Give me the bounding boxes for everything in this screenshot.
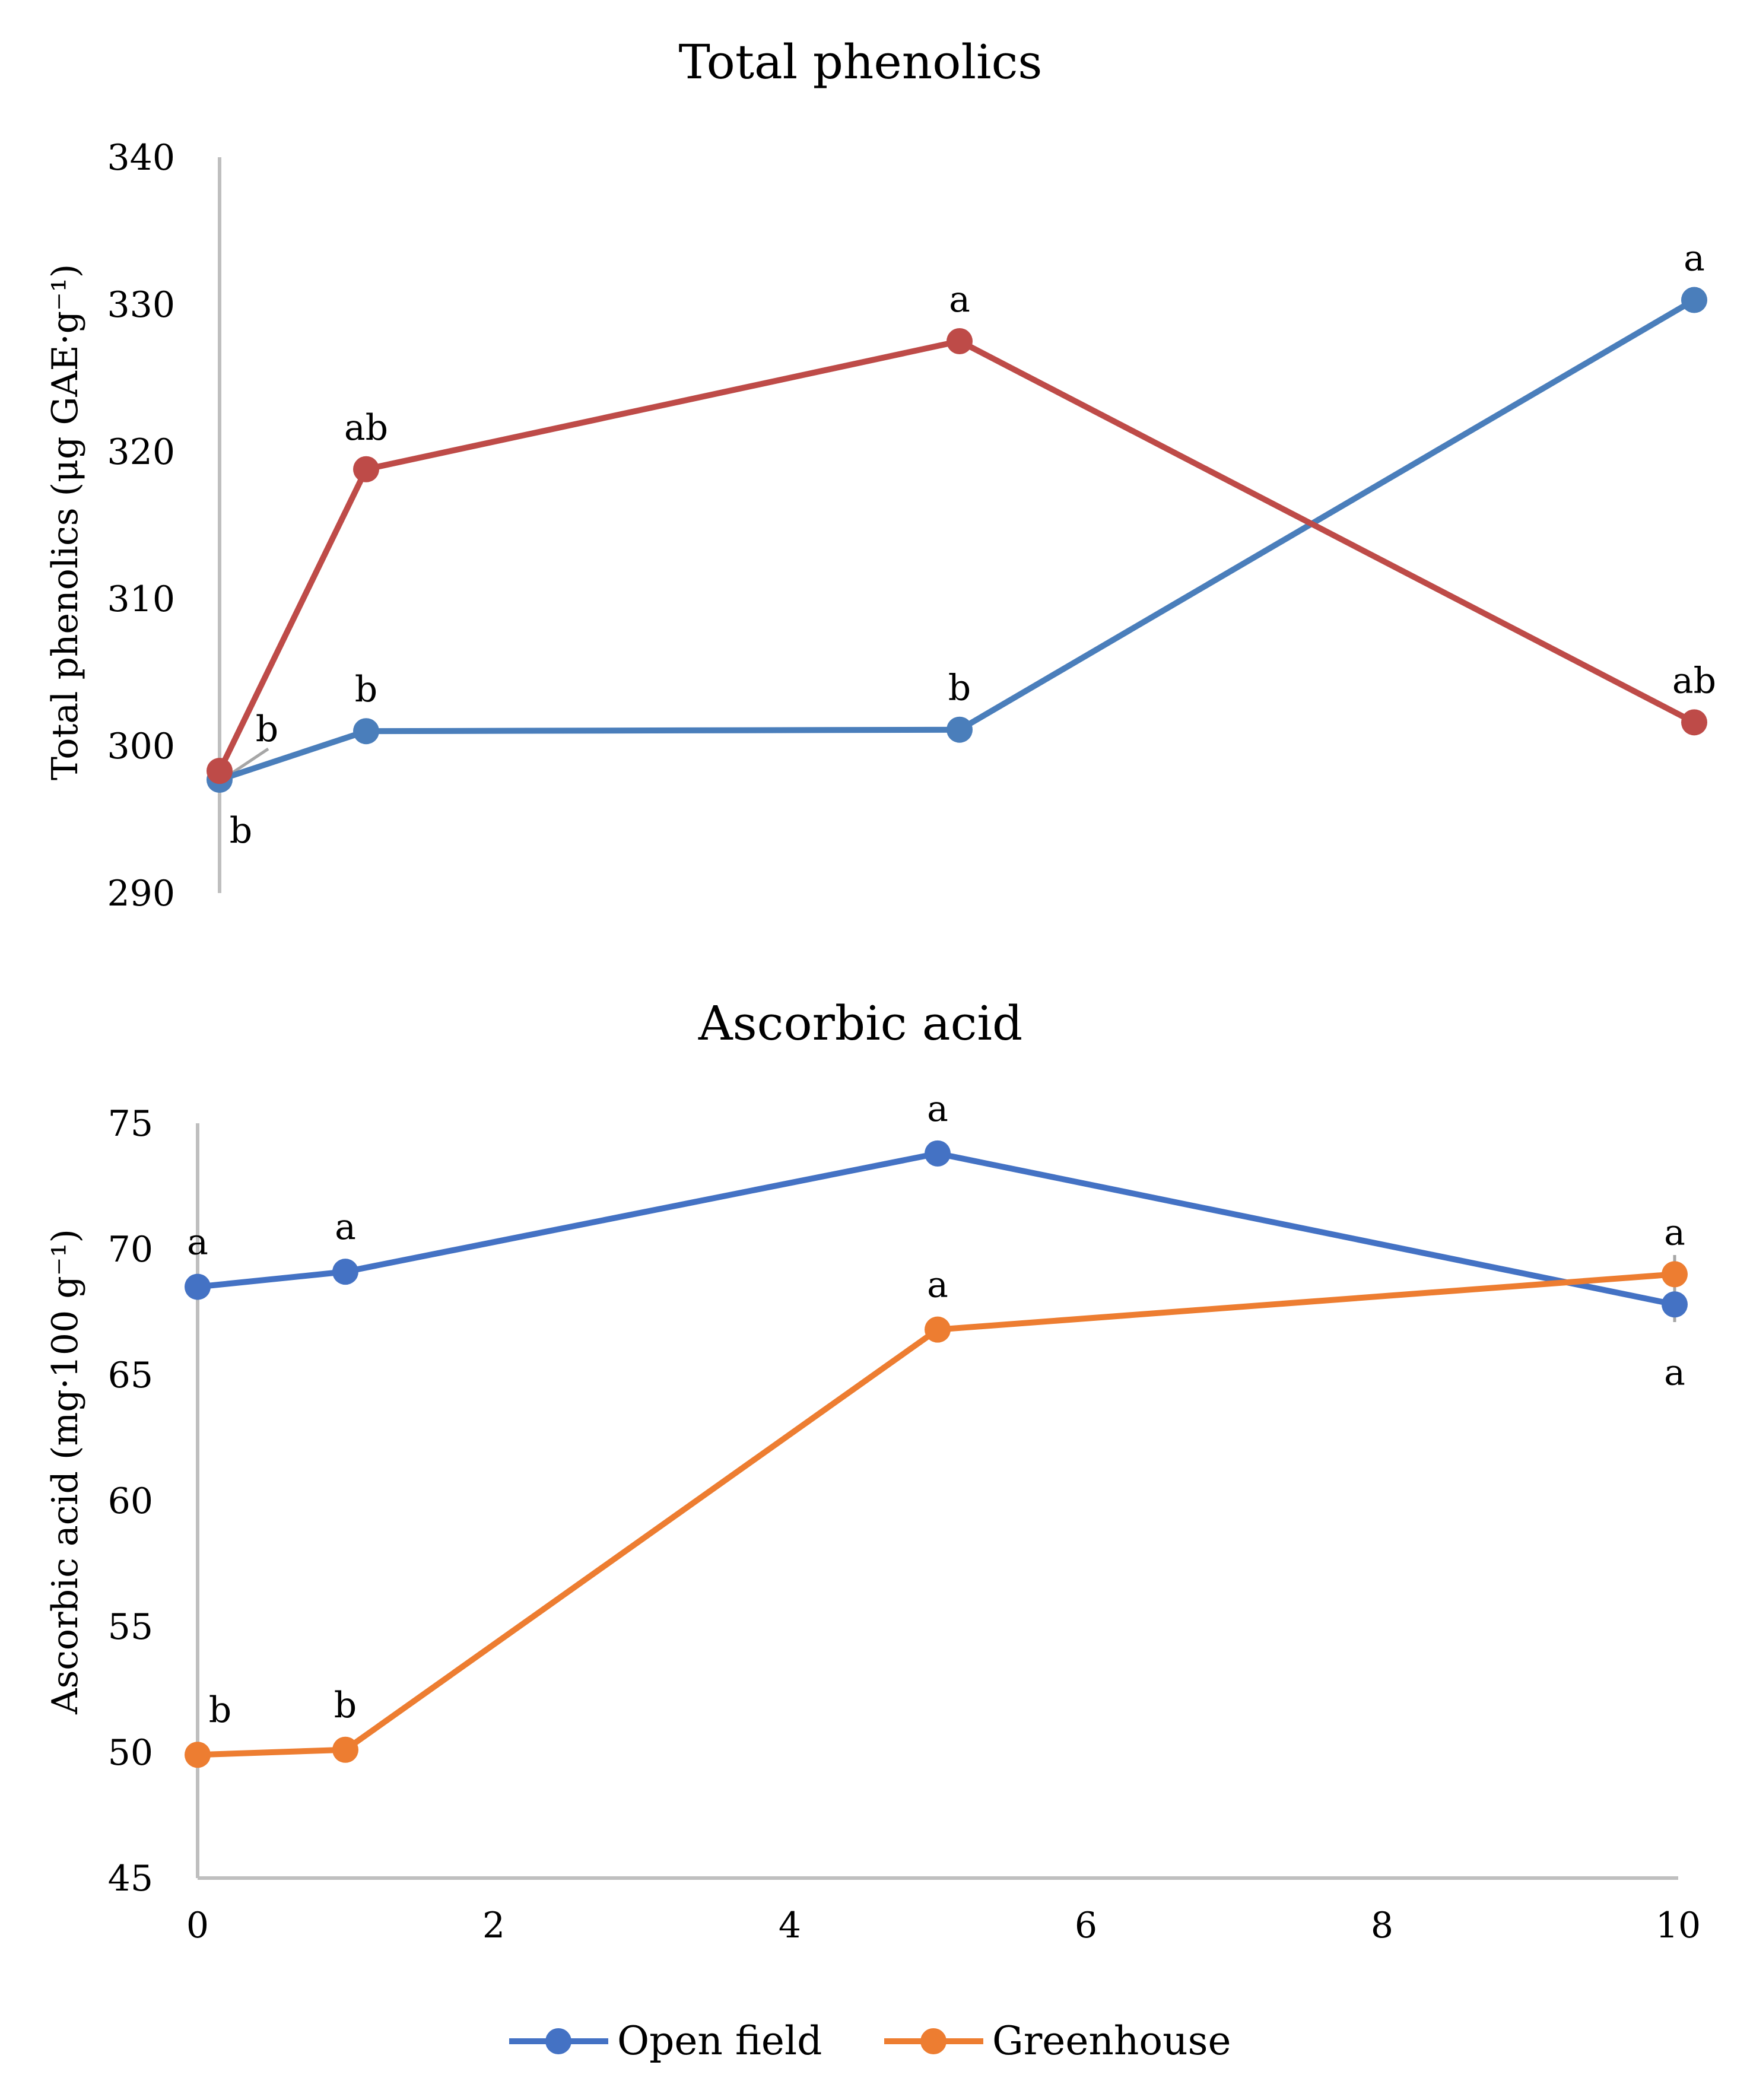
x-tick-labels: 0 2 4 6 8 10 <box>186 1905 1701 1946</box>
significance-label: a <box>949 279 970 320</box>
data-point-open-field <box>1662 1291 1688 1318</box>
series-line-greenhouse <box>197 1271 1675 1758</box>
total-phenolics-chart: Total phenolics Total phenolics (μg GAE·… <box>45 34 1716 914</box>
significance-label: b <box>230 810 252 852</box>
data-point-open-field <box>947 716 973 743</box>
data-point-open-field <box>925 1140 951 1167</box>
significance-label: a <box>927 1265 948 1306</box>
y-tick-label: 310 <box>107 579 175 620</box>
data-point-greenhouse <box>332 1736 358 1763</box>
x-tick-label: 4 <box>779 1905 801 1946</box>
x-tick-label: 10 <box>1656 1905 1701 1946</box>
data-point-greenhouse <box>185 1742 211 1768</box>
data-point-greenhouse <box>353 456 379 482</box>
significance-label: a <box>187 1222 208 1263</box>
series-line-open-field <box>197 1150 1676 1308</box>
significance-label: ab <box>344 407 388 449</box>
y-tick-label: 320 <box>107 431 175 473</box>
significance-label: b <box>209 1689 231 1731</box>
series-lines <box>185 1140 1688 1768</box>
legend-item-greenhouse: Greenhouse <box>884 2018 1231 2064</box>
chart-title: Total phenolics <box>679 34 1043 90</box>
y-tick-labels: 45 50 55 60 65 70 75 <box>108 1103 153 1899</box>
significance-label: ab <box>1672 660 1716 701</box>
significance-label: b <box>334 1685 357 1726</box>
data-point-open-field <box>185 1273 211 1300</box>
significance-label: b <box>256 709 278 750</box>
y-axis-label: Total phenolics (μg GAE·g⁻¹) <box>45 264 86 780</box>
y-tick-label: 300 <box>107 726 175 767</box>
data-point-greenhouse <box>1662 1261 1688 1288</box>
data-point-open-field <box>332 1259 358 1285</box>
y-tick-labels: 290 300 310 320 330 340 <box>107 137 175 914</box>
data-point-greenhouse <box>925 1316 951 1343</box>
data-point-open-field <box>1681 287 1707 313</box>
y-tick-label: 65 <box>108 1355 153 1396</box>
data-point-greenhouse <box>207 758 233 784</box>
legend-label-open-field: Open field <box>617 2018 822 2064</box>
legend-label-greenhouse: Greenhouse <box>992 2018 1231 2064</box>
significance-label: a <box>927 1088 948 1130</box>
y-tick-label: 70 <box>108 1229 153 1270</box>
legend-swatch-marker <box>920 2028 947 2054</box>
chart-title: Ascorbic acid <box>698 996 1022 1051</box>
data-point-greenhouse <box>947 328 973 354</box>
y-tick-label: 75 <box>108 1103 153 1145</box>
data-point-open-field <box>353 718 379 745</box>
significance-label: a <box>1684 238 1705 279</box>
significance-label: a <box>1664 1352 1685 1393</box>
series-line-greenhouse <box>217 338 1696 773</box>
y-tick-label: 60 <box>108 1481 153 1522</box>
y-tick-label: 45 <box>108 1858 153 1899</box>
y-tick-label: 290 <box>107 873 175 914</box>
data-point-greenhouse <box>1681 709 1707 736</box>
ascorbic-acid-chart: Ascorbic acid Ascorbic acid (mg·100 g⁻¹)… <box>45 996 1701 1946</box>
legend-item-open-field: Open field <box>509 2018 822 2064</box>
x-tick-label: 8 <box>1371 1905 1393 1946</box>
significance-label: b <box>948 668 971 709</box>
significance-label: a <box>335 1206 356 1248</box>
significance-label: a <box>1664 1212 1685 1253</box>
legend-swatch-marker <box>545 2028 571 2054</box>
series-line-open-field <box>218 297 1696 783</box>
significance-labels: a a a a b b a a <box>187 1088 1685 1731</box>
x-tick-label: 6 <box>1075 1905 1097 1946</box>
y-tick-label: 340 <box>107 137 175 179</box>
y-axis-label: Ascorbic acid (mg·100 g⁻¹) <box>45 1229 86 1715</box>
y-tick-label: 50 <box>108 1732 153 1774</box>
y-tick-label: 330 <box>107 284 175 326</box>
significance-label: b <box>355 669 377 710</box>
legend: Open field Greenhouse <box>509 2018 1231 2064</box>
series-lines <box>207 287 1707 793</box>
y-tick-label: 55 <box>108 1606 153 1648</box>
x-tick-label: 2 <box>482 1905 505 1946</box>
x-tick-label: 0 <box>186 1905 209 1946</box>
